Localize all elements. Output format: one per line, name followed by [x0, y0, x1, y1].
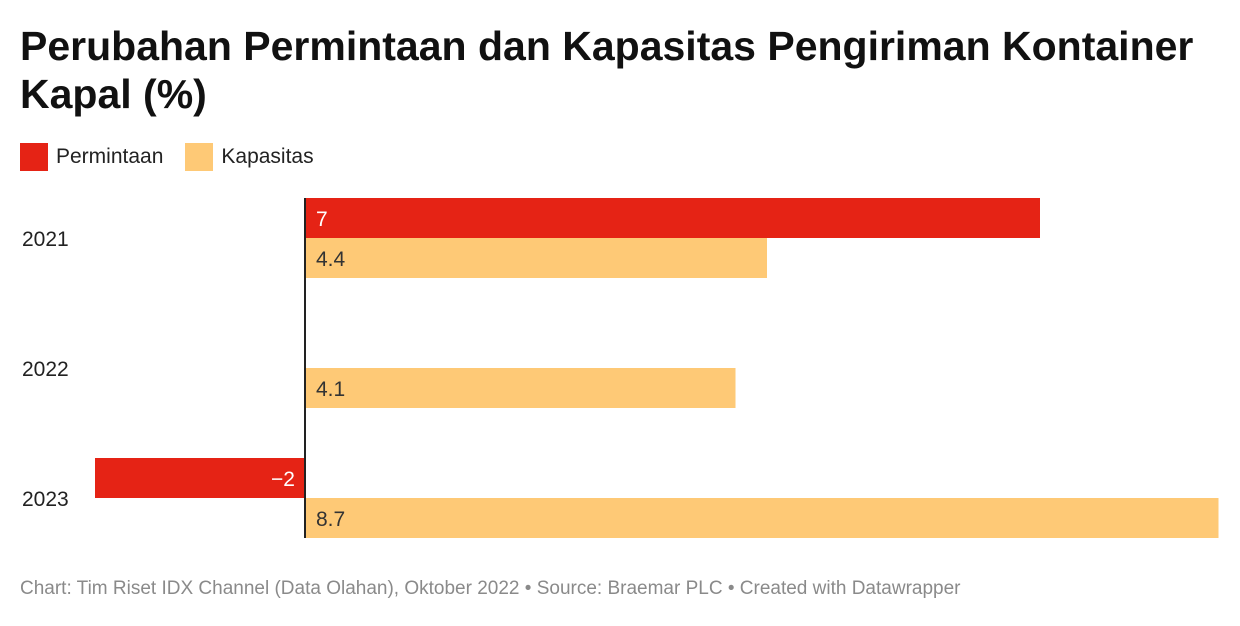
footer-credits: Chart: Tim Riset IDX Channel (Data Olaha…	[20, 578, 961, 599]
legend-item-kapasitas: Kapasitas	[185, 143, 314, 171]
bar-kapasitas-2022	[305, 368, 736, 408]
chart-title: Perubahan Permintaan dan Kapasitas Pengi…	[20, 23, 1194, 117]
category-label-2021: 2021	[22, 228, 69, 251]
bar-permintaan-2021	[305, 198, 1040, 238]
legend: Permintaan Kapasitas	[20, 143, 314, 171]
data-label-kapasitas-2023: 8.7	[316, 508, 345, 531]
legend-label-permintaan: Permintaan	[56, 145, 164, 168]
legend-swatch-kapasitas	[185, 143, 214, 171]
category-label-2022: 2022	[22, 358, 69, 381]
data-label-permintaan-2023: −2	[271, 468, 295, 491]
bar-kapasitas-2023	[305, 498, 1219, 538]
bar-permintaan-2023	[95, 458, 305, 498]
data-label-permintaan-2021: 7	[316, 208, 328, 231]
legend-label-kapasitas: Kapasitas	[221, 145, 314, 168]
data-label-kapasitas-2022: 4.1	[316, 378, 345, 401]
legend-item-permintaan: Permintaan	[20, 143, 163, 171]
category-label-2023: 2023	[22, 488, 69, 511]
bar-kapasitas-2021	[305, 238, 767, 278]
legend-swatch-permintaan	[20, 143, 48, 171]
data-label-kapasitas-2021: 4.4	[316, 248, 346, 271]
